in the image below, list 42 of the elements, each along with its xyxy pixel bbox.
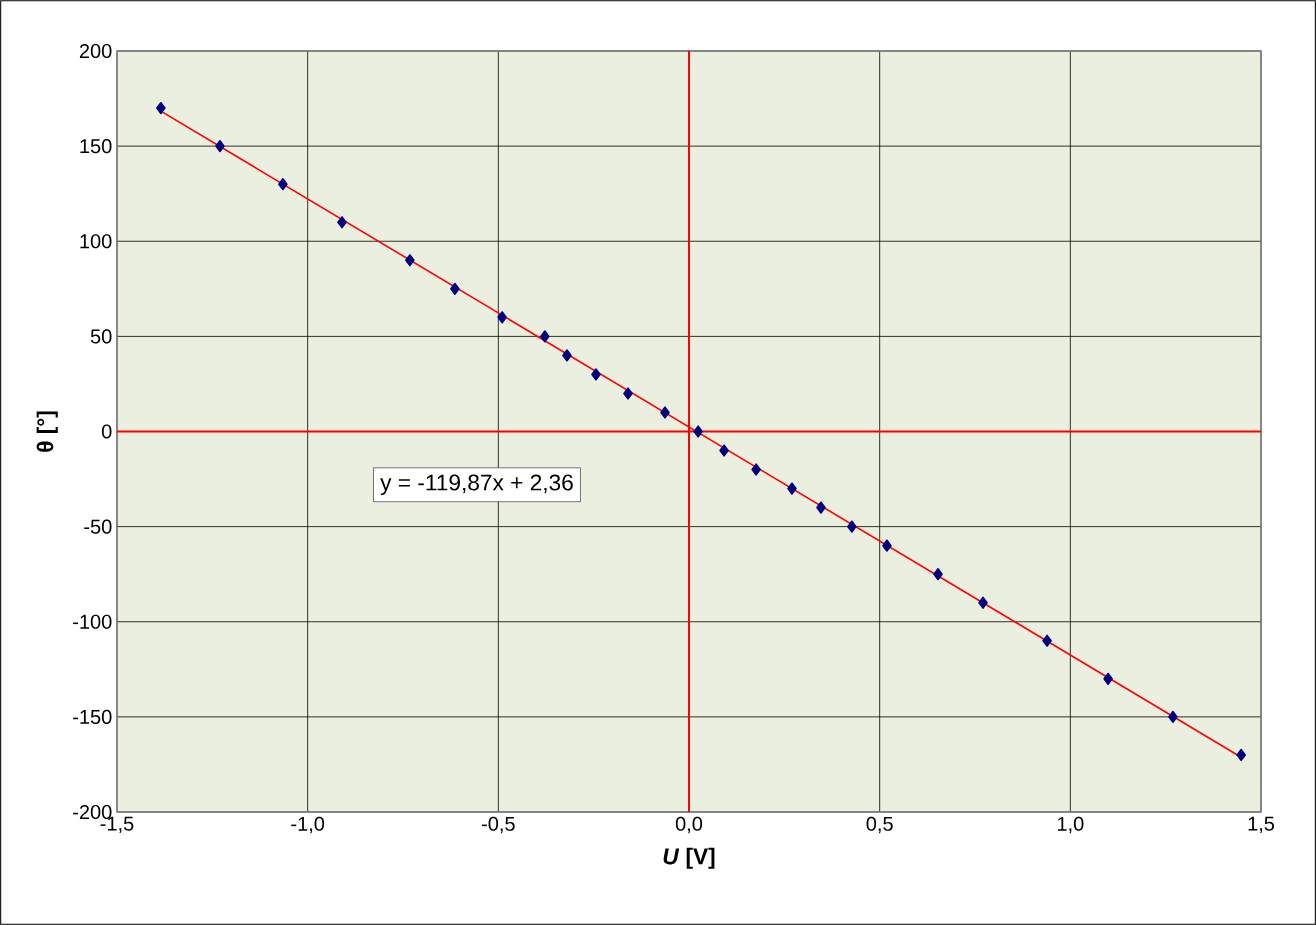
y-tick-label: -100 (73, 614, 112, 629)
x-tick-label: -0,5 (481, 816, 515, 834)
point (156, 101, 166, 115)
point (497, 311, 507, 324)
point (816, 501, 826, 514)
point (660, 406, 670, 419)
x-tick-label: 1,0 (1057, 816, 1084, 834)
point (591, 368, 601, 381)
x-tick-label: 1,5 (1248, 816, 1275, 834)
point (1103, 672, 1113, 685)
point (562, 349, 572, 362)
y-tick-label: 50 (90, 329, 112, 344)
y-tick-label: 150 (80, 139, 112, 154)
point (1042, 634, 1052, 647)
y-tick-label: 0 (101, 424, 112, 439)
y-tick-label: -50 (84, 519, 112, 534)
y-tick-label: 200 (79, 43, 112, 59)
point (450, 282, 460, 295)
point (882, 539, 892, 552)
y-tick-label: 100 (80, 234, 112, 249)
y-tick-label: -150 (73, 709, 112, 724)
point (215, 139, 225, 153)
point (847, 520, 857, 533)
x-tick-label: 0,0 (675, 816, 703, 834)
x-tick-label: -1,0 (291, 816, 325, 834)
y-axis-title: θ [°] (36, 411, 58, 452)
annotation: y = -119,87x + 2,36 (380, 474, 573, 496)
point (978, 596, 988, 609)
point (540, 330, 550, 343)
x-tick-label: 0,5 (866, 816, 893, 834)
point (623, 387, 633, 400)
point (337, 216, 347, 229)
point (933, 568, 943, 581)
point (787, 482, 797, 495)
point (405, 254, 415, 267)
point (719, 444, 729, 457)
point (1236, 748, 1246, 762)
x-axis-title: U [V] (663, 847, 715, 869)
point (751, 463, 761, 476)
point (278, 178, 288, 191)
point (1168, 710, 1178, 724)
point (693, 425, 703, 438)
